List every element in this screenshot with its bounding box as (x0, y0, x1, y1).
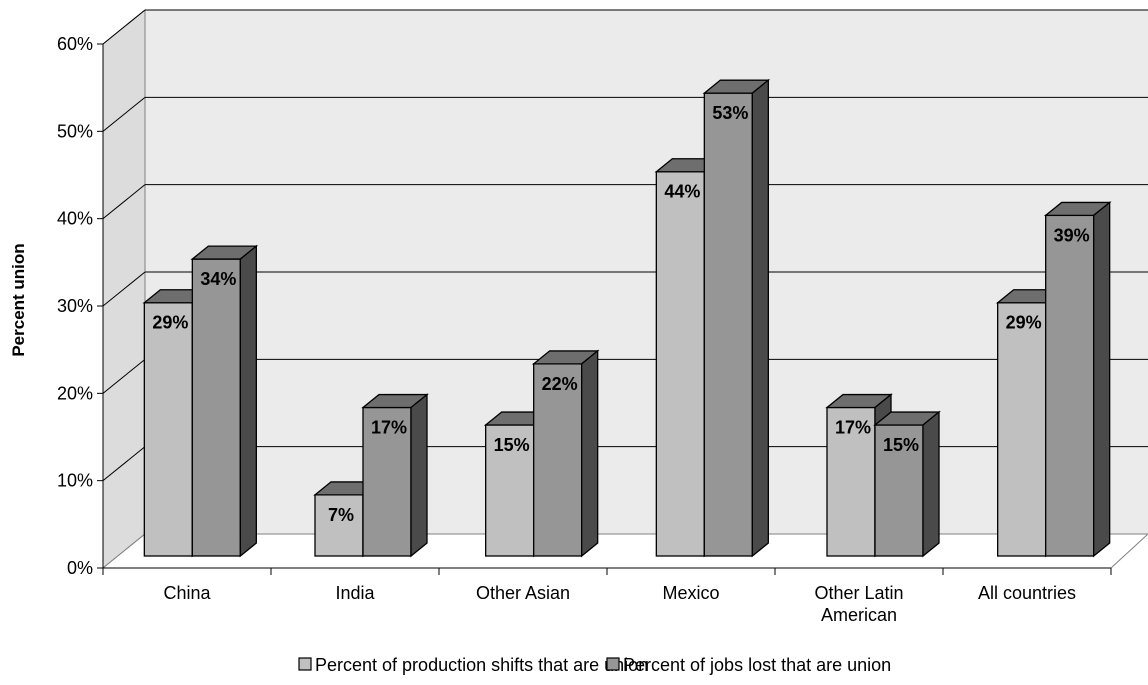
bar-front (143, 302, 193, 557)
data-label: 44% (664, 182, 700, 202)
data-label: 15% (883, 435, 919, 455)
bar-side (751, 78, 769, 558)
data-label: 29% (152, 313, 188, 333)
legend-item-production-shifts: Percent of production shifts that are un… (298, 655, 648, 675)
bar-side (239, 244, 257, 558)
data-label: 53% (712, 103, 748, 123)
bar-front (655, 171, 705, 557)
bar-front (703, 92, 753, 557)
y-tick-label: 40% (57, 209, 93, 229)
bar-mexico-jobs-lost: 53% (702, 78, 771, 558)
data-label: 22% (542, 374, 578, 394)
legend-label: Percent of jobs lost that are union (623, 655, 891, 675)
data-label: 15% (494, 435, 530, 455)
legend-swatch (606, 657, 620, 671)
bar-side (1093, 201, 1111, 558)
y-tick-label: 50% (57, 121, 93, 141)
data-label: 17% (835, 418, 871, 438)
bar-other-asian-jobs-lost: 22% (531, 349, 600, 558)
bar-side (922, 410, 940, 558)
y-axis: 0% 10% 20% 30% 40% 50% 60% (57, 34, 104, 578)
x-tick-label-other-asian: Other Asian (476, 583, 570, 603)
chart-walls (101, 8, 1148, 570)
bar-front (191, 258, 241, 557)
bar-front (485, 424, 535, 557)
y-tick-label: 10% (57, 471, 93, 491)
data-label: 39% (1054, 225, 1090, 245)
bar-other-latin-american-jobs-lost: 15% (873, 410, 941, 558)
floor (101, 533, 1148, 569)
x-tick-label-all-countries: All countries (978, 583, 1076, 603)
gridline-side (102, 358, 146, 394)
y-tick-label: 60% (57, 34, 93, 54)
x-tick-label-china: China (163, 583, 211, 603)
gridline-side (102, 271, 146, 307)
legend: Percent of production shifts that are un… (298, 655, 891, 675)
gridline-side (102, 184, 146, 220)
bar-front (533, 363, 583, 557)
bar-side (581, 349, 599, 558)
bar-china-jobs-lost: 34% (190, 244, 259, 558)
gridline-side (102, 96, 146, 132)
data-label: 17% (371, 418, 407, 438)
y-tick-label: 20% (57, 383, 93, 403)
gridline-side (102, 9, 146, 45)
data-label: 34% (200, 269, 236, 289)
y-tick-label: 30% (57, 296, 93, 316)
data-label: 29% (1006, 313, 1042, 333)
bar-front (997, 302, 1047, 557)
gridlines (102, 9, 1148, 482)
x-tick-label-other-latin-american: Other Latin American (814, 583, 903, 625)
x-tick-label-india: India (335, 583, 375, 603)
bar-front (314, 494, 364, 557)
bar-front (1045, 214, 1095, 557)
bar-india-jobs-lost: 17% (361, 393, 429, 558)
bar-side (410, 393, 428, 558)
x-tick-label-mexico: Mexico (662, 583, 719, 603)
x-axis: China India Other Asian Mexico Other Latin Am… (102, 567, 1112, 625)
bar-all-countries-jobs-lost: 39% (1043, 201, 1112, 558)
legend-item-jobs-lost: Percent of jobs lost that are union (606, 655, 891, 675)
data-label: 7% (328, 505, 354, 525)
legend-swatch (298, 657, 312, 671)
bar-front (826, 406, 876, 557)
gridline-side (102, 446, 146, 482)
legend-label: Percent of production shifts that are un… (315, 655, 648, 675)
y-tick-label: 0% (67, 558, 93, 578)
bars: 29% 34% 7% 17% 15% 22% 44% 53% 17% 15% 29% 39% (142, 78, 1112, 558)
y-axis-title: Percent union (9, 243, 28, 356)
